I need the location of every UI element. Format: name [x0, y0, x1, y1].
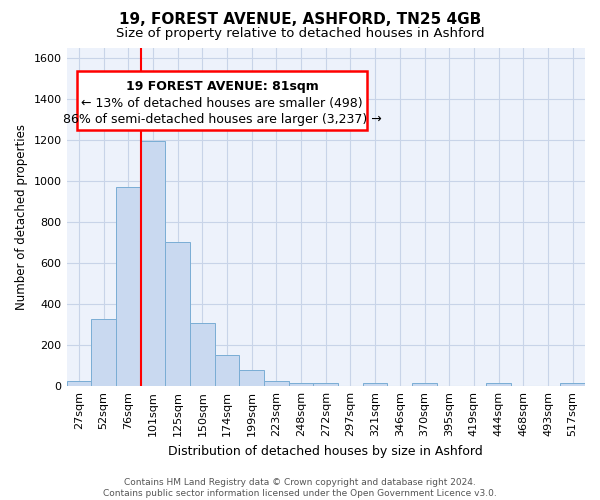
Text: ← 13% of detached houses are smaller (498): ← 13% of detached houses are smaller (49… — [81, 98, 363, 110]
Text: 86% of semi-detached houses are larger (3,237) →: 86% of semi-detached houses are larger (… — [63, 114, 382, 126]
Bar — [140, 141, 165, 386]
Text: 19, FOREST AVENUE, ASHFORD, TN25 4GB: 19, FOREST AVENUE, ASHFORD, TN25 4GB — [119, 12, 481, 28]
FancyBboxPatch shape — [77, 71, 367, 130]
Text: 19 FOREST AVENUE: 81sqm: 19 FOREST AVENUE: 81sqm — [126, 80, 319, 92]
Text: Contains HM Land Registry data © Crown copyright and database right 2024.
Contai: Contains HM Land Registry data © Crown c… — [103, 478, 497, 498]
Bar — [560, 384, 585, 386]
Bar — [67, 381, 91, 386]
Y-axis label: Number of detached properties: Number of detached properties — [15, 124, 28, 310]
Bar — [91, 320, 116, 386]
Bar — [190, 322, 215, 386]
Bar — [486, 384, 511, 386]
Text: Size of property relative to detached houses in Ashford: Size of property relative to detached ho… — [116, 28, 484, 40]
X-axis label: Distribution of detached houses by size in Ashford: Distribution of detached houses by size … — [169, 444, 483, 458]
Bar — [313, 383, 338, 386]
Bar — [116, 187, 140, 386]
Bar — [363, 383, 388, 386]
Bar — [264, 381, 289, 386]
Bar — [289, 383, 313, 386]
Bar — [412, 384, 437, 386]
Bar — [239, 370, 264, 386]
Bar — [215, 356, 239, 386]
Bar — [165, 242, 190, 386]
